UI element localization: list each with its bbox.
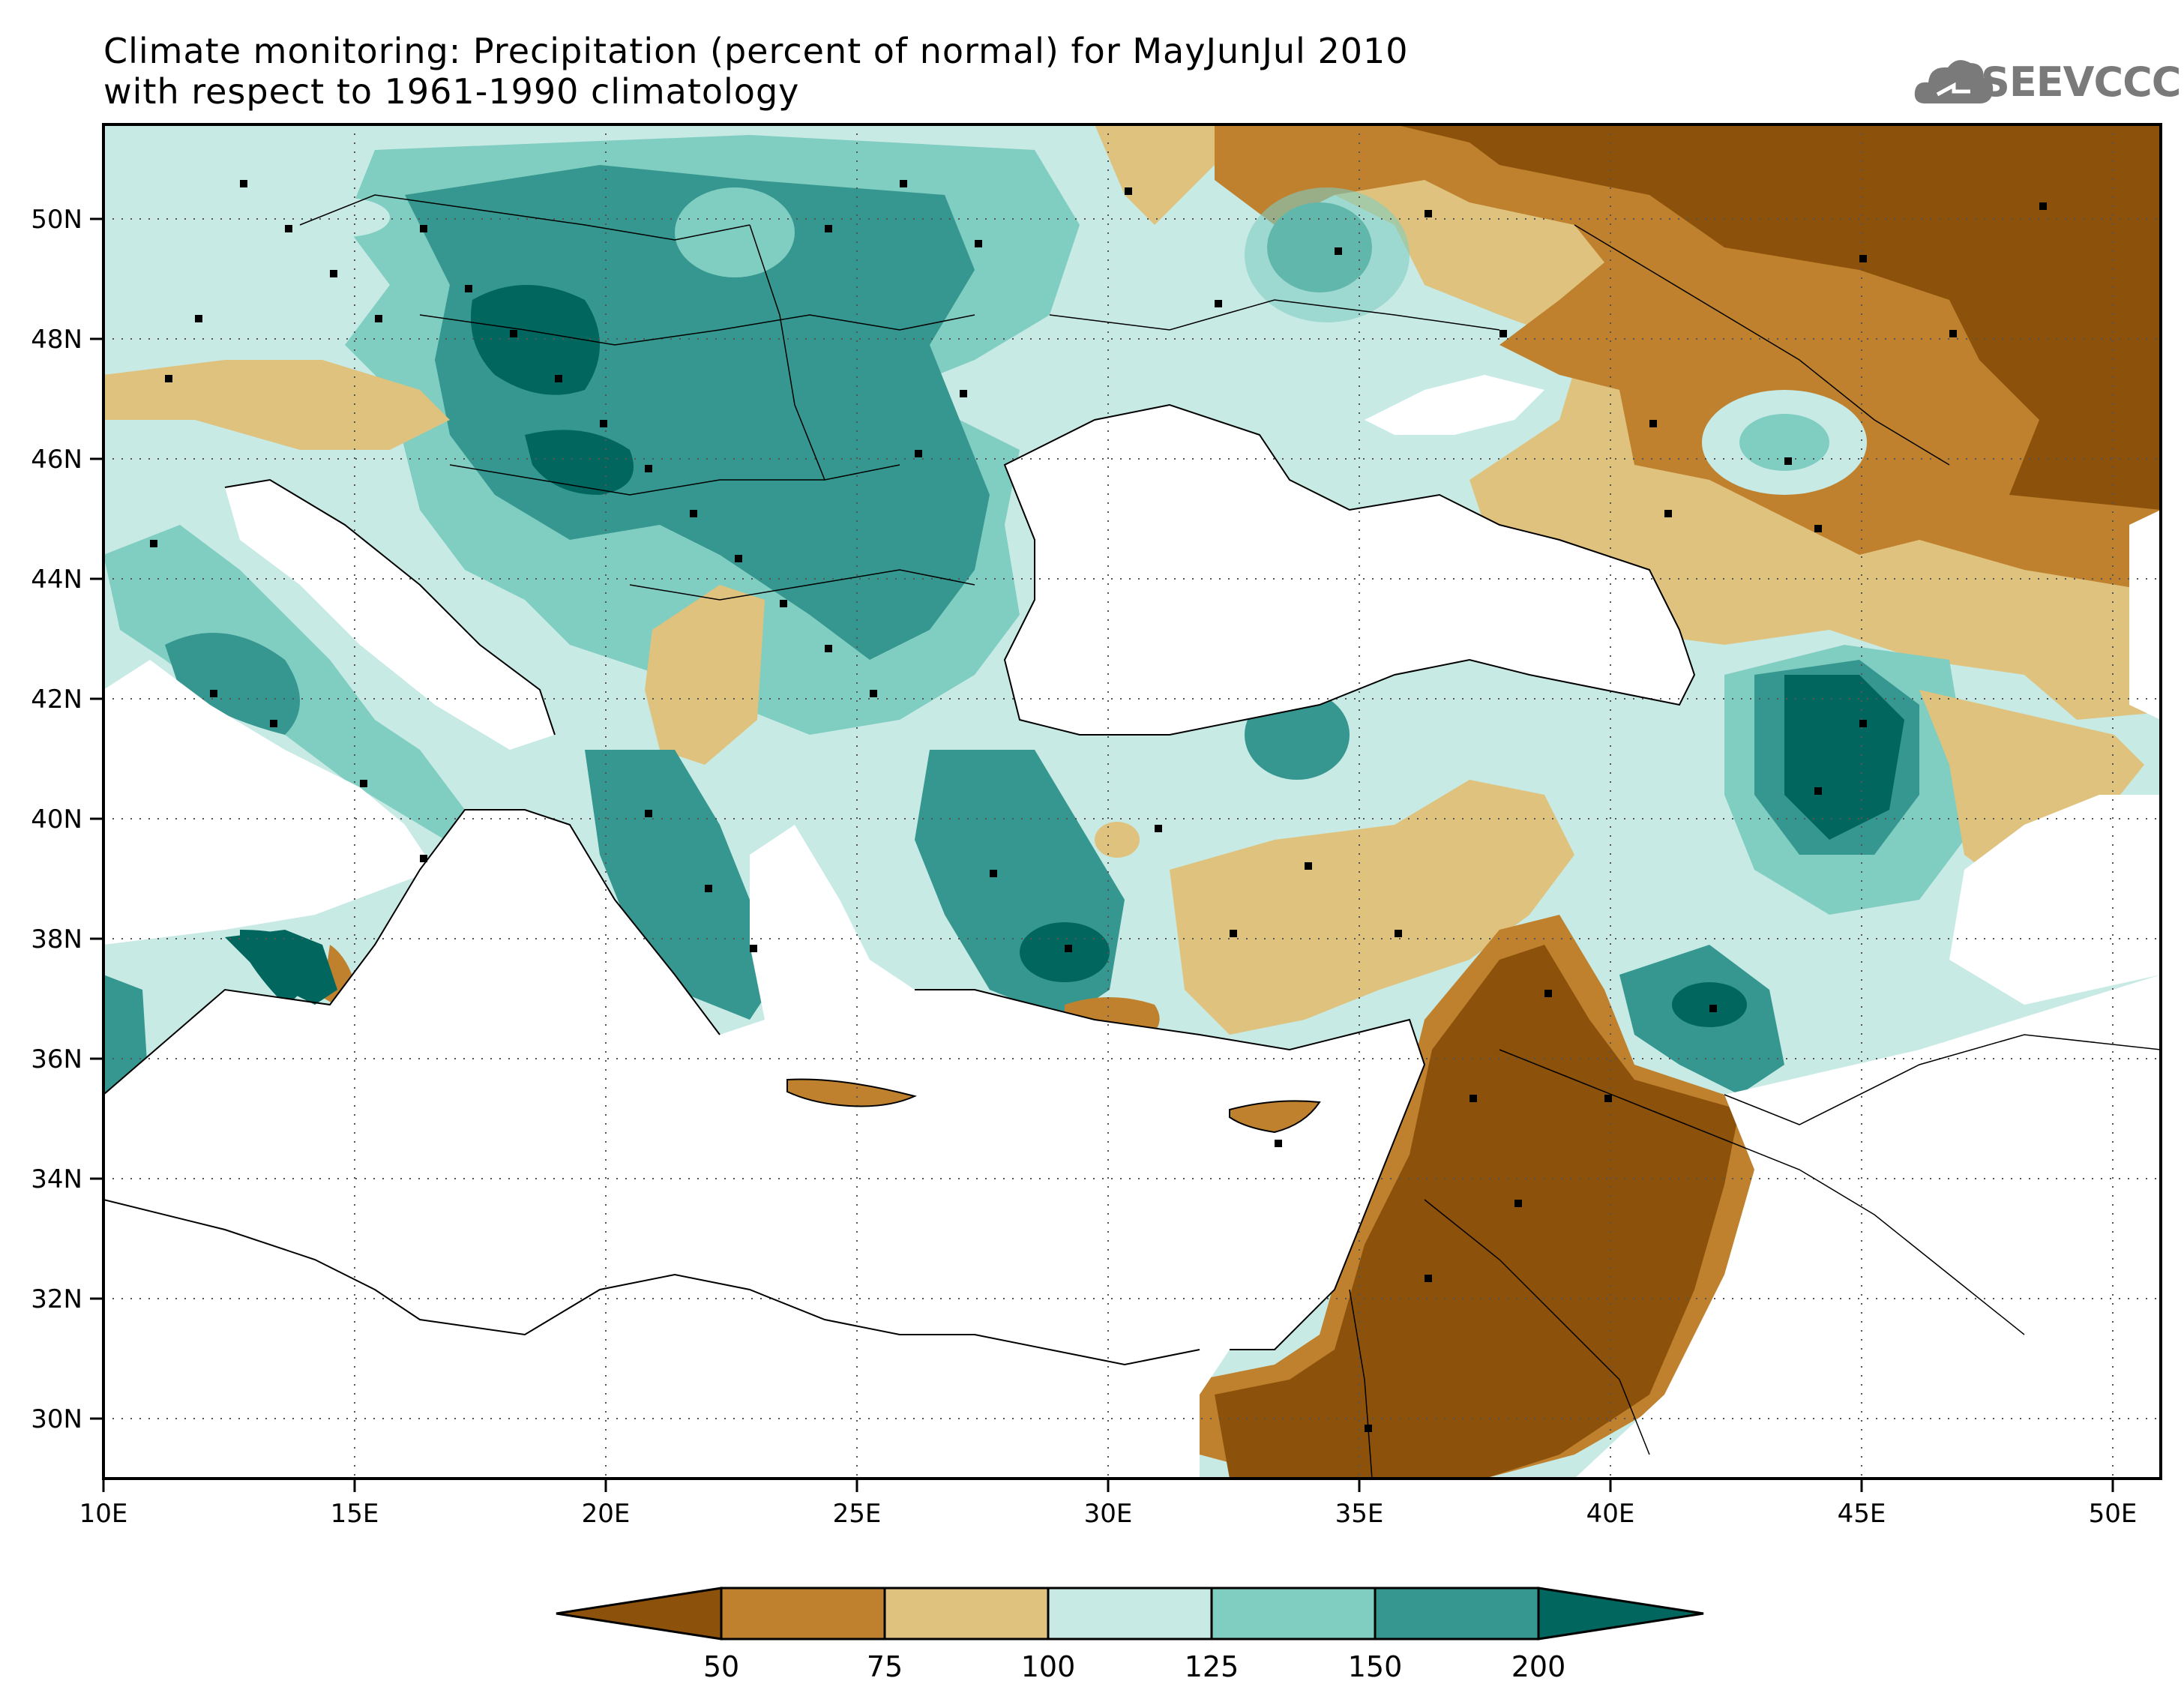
lat-label: 32N [31, 1284, 82, 1314]
lon-label: 35E [1335, 1499, 1384, 1529]
colorbar-segment [556, 1587, 723, 1641]
lat-labels: 30N 32N 34N 36N 38N 40N 42N 44N 46N 48N … [31, 205, 82, 1434]
sea-areas [103, 375, 2161, 1479]
dry-region-balkans [645, 585, 765, 765]
map-plot-area [103, 124, 2161, 1479]
cloud-icon [1914, 60, 1994, 103]
lat-label: 50N [31, 205, 82, 235]
lon-label: 30E [1084, 1499, 1133, 1529]
colorbar-segment [1210, 1587, 1377, 1641]
country-borders [299, 194, 2161, 1479]
lat-label: 42N [31, 685, 82, 715]
logo-text: SEEVCCC [1981, 58, 2181, 106]
lon-label: 45E [1838, 1499, 1886, 1529]
lat-label: 38N [31, 924, 82, 954]
lat-label: 34N [31, 1164, 82, 1194]
wet-region-caucasus [1724, 645, 1964, 915]
lat-label: 40N [31, 805, 82, 835]
colorbar-segment [720, 1587, 886, 1641]
lon-labels: 10E 15E 20E 25E 30E 35E 40E 45E 50E [79, 1499, 2138, 1529]
colorbar-segment [1537, 1587, 1704, 1641]
lon-label: 40E [1586, 1499, 1635, 1529]
colorbar-label: 75 [867, 1650, 903, 1683]
lat-label: 44N [31, 565, 82, 595]
colorbar-label: 100 [1021, 1650, 1076, 1683]
wet-region-central-europe [300, 135, 1410, 735]
dry-region-alps [103, 360, 450, 450]
dry-region-anatolia [1170, 780, 1574, 1035]
lat-label: 46N [31, 445, 82, 475]
colorbar-label: 150 [1348, 1650, 1403, 1683]
title-line-2: with respect to 1961-1990 climatology [103, 71, 800, 112]
dry-region-caspian [1919, 690, 2144, 900]
dry-region-northeast [1095, 124, 2161, 720]
lon-label: 10E [79, 1499, 128, 1529]
gridlines [103, 124, 2161, 1479]
title-line-1: Climate monitoring: Precipitation (perce… [103, 31, 1409, 71]
coastlines [103, 403, 1696, 1366]
station-markers [150, 180, 2047, 1432]
colorbar-label: 50 [703, 1650, 739, 1683]
wet-region-greece [585, 750, 780, 1020]
lon-label: 25E [833, 1499, 882, 1529]
map-frame [102, 123, 2162, 1480]
lat-label: 36N [31, 1044, 82, 1074]
colorbar-segment [1374, 1587, 1540, 1641]
colorbar-label: 125 [1185, 1650, 1239, 1683]
lat-label: 30N [31, 1404, 82, 1434]
lon-label: 20E [582, 1499, 631, 1529]
lon-label: 15E [331, 1499, 379, 1529]
colorbar-segment [883, 1587, 1050, 1641]
colorbar-segment [1047, 1587, 1213, 1641]
axis-ticks [90, 217, 2114, 1492]
lat-label: 48N [31, 325, 82, 355]
colorbar: 50 75 100 125 150 200 [556, 1587, 1704, 1683]
lon-label: 50E [2089, 1499, 2138, 1529]
colorbar-label: 200 [1511, 1650, 1566, 1683]
